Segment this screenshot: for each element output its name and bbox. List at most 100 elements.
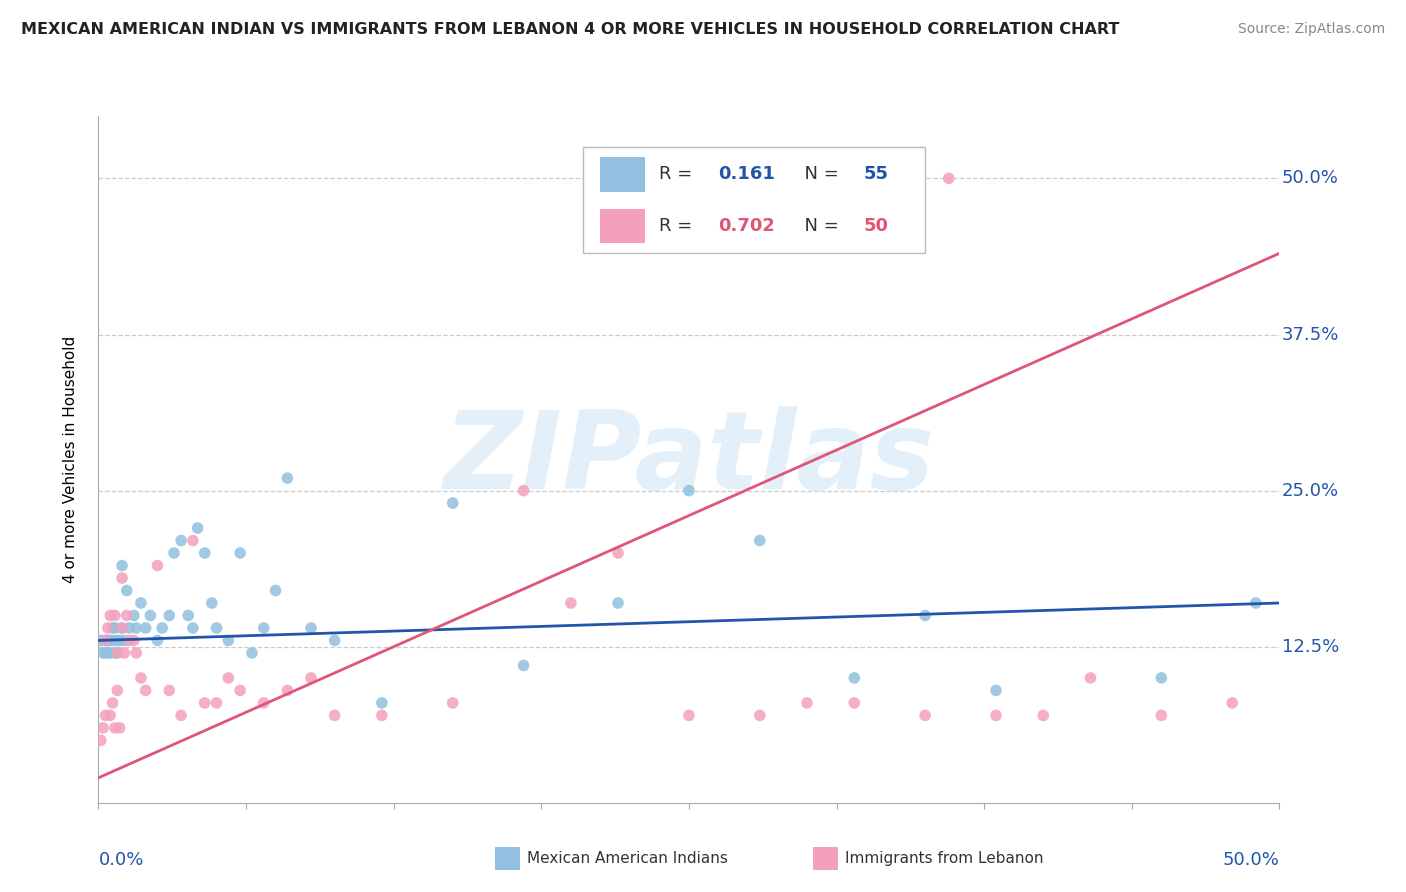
Point <box>264 583 287 598</box>
Point <box>748 708 770 723</box>
Point <box>135 683 157 698</box>
Point <box>607 596 630 610</box>
Text: N =: N = <box>793 217 845 235</box>
Point <box>112 646 135 660</box>
Point <box>170 533 193 548</box>
FancyBboxPatch shape <box>582 147 925 253</box>
Point <box>253 696 276 710</box>
Point <box>91 721 114 735</box>
Point <box>139 608 162 623</box>
Point <box>844 696 866 710</box>
Point <box>118 633 141 648</box>
Bar <box>600 209 645 243</box>
Point <box>108 633 131 648</box>
Point <box>104 646 127 660</box>
Point <box>91 646 114 660</box>
Point <box>97 633 120 648</box>
Point <box>115 608 138 623</box>
Text: 50.0%: 50.0% <box>1282 169 1339 187</box>
Point <box>125 621 148 635</box>
Point <box>217 633 239 648</box>
Point <box>1150 671 1173 685</box>
Point <box>94 708 117 723</box>
Bar <box>600 157 645 192</box>
Point <box>441 696 464 710</box>
Point <box>560 596 582 610</box>
Point <box>122 633 145 648</box>
Point <box>94 646 117 660</box>
Point <box>115 583 138 598</box>
Point <box>240 646 263 660</box>
Text: 37.5%: 37.5% <box>1282 326 1339 343</box>
Point <box>129 596 152 610</box>
Point <box>105 633 128 648</box>
Point <box>607 546 630 560</box>
Point <box>512 483 534 498</box>
Text: N =: N = <box>793 165 845 184</box>
Point <box>984 708 1007 723</box>
Point <box>157 608 180 623</box>
Point <box>205 621 228 635</box>
Point <box>1150 708 1173 723</box>
Point <box>98 633 121 648</box>
Point <box>229 546 252 560</box>
Text: MEXICAN AMERICAN INDIAN VS IMMIGRANTS FROM LEBANON 4 OR MORE VEHICLES IN HOUSEHO: MEXICAN AMERICAN INDIAN VS IMMIGRANTS FR… <box>21 22 1119 37</box>
Point <box>441 496 464 510</box>
Point <box>1220 696 1243 710</box>
Point <box>1032 708 1054 723</box>
Point <box>938 171 960 186</box>
Text: 0.161: 0.161 <box>718 165 775 184</box>
Point <box>187 521 209 535</box>
Point <box>217 671 239 685</box>
Text: ZIPatlas: ZIPatlas <box>443 407 935 512</box>
Point <box>299 621 322 635</box>
Point <box>111 558 134 573</box>
Point <box>181 621 204 635</box>
Point <box>104 621 127 635</box>
Point <box>748 533 770 548</box>
Point <box>914 608 936 623</box>
Point <box>97 646 120 660</box>
Point <box>984 683 1007 698</box>
Point <box>98 646 121 660</box>
Point <box>94 633 117 648</box>
Text: 0.0%: 0.0% <box>98 851 143 869</box>
Point <box>111 621 134 635</box>
Point <box>299 671 322 685</box>
Point <box>101 696 124 710</box>
Point <box>135 621 157 635</box>
Point <box>90 633 112 648</box>
Point <box>914 708 936 723</box>
Point <box>105 646 128 660</box>
Point <box>94 633 117 648</box>
Point <box>157 683 180 698</box>
Point <box>678 483 700 498</box>
Point <box>276 683 298 698</box>
Point <box>512 658 534 673</box>
Point <box>201 596 224 610</box>
Point <box>177 608 200 623</box>
Text: Immigrants from Lebanon: Immigrants from Lebanon <box>845 851 1043 866</box>
Point <box>1244 596 1267 610</box>
Text: Mexican American Indians: Mexican American Indians <box>527 851 728 866</box>
Point <box>104 608 127 623</box>
Point <box>97 621 120 635</box>
Text: 25.0%: 25.0% <box>1282 482 1339 500</box>
Point <box>118 621 141 635</box>
Text: 50: 50 <box>863 217 889 235</box>
Point <box>98 708 121 723</box>
Point <box>323 708 346 723</box>
Point <box>796 696 818 710</box>
Point <box>205 696 228 710</box>
Point <box>125 646 148 660</box>
Point <box>371 696 394 710</box>
Point <box>194 546 217 560</box>
Point <box>98 608 121 623</box>
Point <box>90 733 112 747</box>
Point <box>129 671 152 685</box>
Point <box>323 633 346 648</box>
Text: Source: ZipAtlas.com: Source: ZipAtlas.com <box>1237 22 1385 37</box>
Y-axis label: 4 or more Vehicles in Household: 4 or more Vehicles in Household <box>63 335 77 583</box>
Point <box>146 633 169 648</box>
Point <box>150 621 173 635</box>
